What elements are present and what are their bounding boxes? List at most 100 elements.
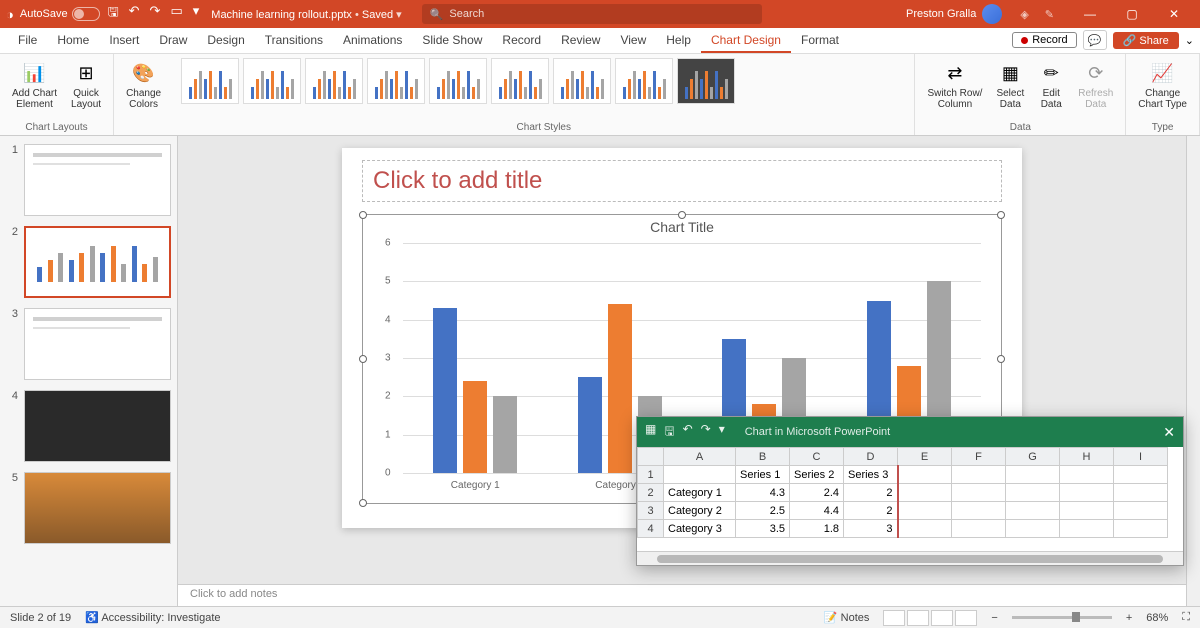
switch-row-column-button[interactable]: ⇄Switch Row/Column [923, 58, 986, 112]
excel-cell[interactable]: 4.3 [736, 484, 790, 502]
slide-thumbnail[interactable]: 3 [6, 308, 171, 380]
excel-data-window[interactable]: ▦ 🖫 ↶ ↷ ▾ Chart in Microsoft PowerPoint … [636, 416, 1184, 566]
normal-view-button[interactable] [883, 610, 905, 626]
slide-counter[interactable]: Slide 2 of 19 [10, 612, 71, 624]
fit-to-window-button[interactable]: ⛶ [1182, 611, 1190, 624]
slide-thumbnails-panel[interactable]: 12345 [0, 136, 178, 606]
save-icon[interactable]: 🖫 [108, 3, 119, 25]
excel-horizontal-scrollbar[interactable] [637, 551, 1183, 565]
slide-thumbnail[interactable]: 1 [6, 144, 171, 216]
change-colors-button[interactable]: 🎨 ChangeColors [122, 58, 165, 112]
excel-cell[interactable] [898, 484, 952, 502]
tab-transitions[interactable]: Transitions [255, 28, 333, 53]
select-data-button[interactable]: ▦SelectData [992, 58, 1028, 112]
tab-format[interactable]: Format [791, 28, 849, 53]
title-placeholder[interactable]: Click to add title [362, 160, 1002, 202]
bar[interactable] [493, 396, 517, 473]
chart-style-thumb[interactable] [181, 58, 239, 104]
excel-cell[interactable] [1006, 484, 1060, 502]
excel-cell[interactable] [1006, 520, 1060, 538]
minimize-button[interactable]: — [1070, 2, 1110, 26]
chart-style-thumb[interactable] [305, 58, 363, 104]
chart-style-thumb[interactable] [243, 58, 301, 104]
excel-cell[interactable] [1114, 502, 1168, 520]
tab-design[interactable]: Design [197, 28, 254, 53]
bar[interactable] [578, 377, 602, 473]
excel-save-icon[interactable]: 🖫 [664, 422, 674, 443]
quick-layout-button[interactable]: ⊞ QuickLayout [67, 58, 105, 112]
undo-icon[interactable]: ↶ [129, 3, 140, 25]
excel-cell[interactable]: Series 2 [790, 466, 844, 484]
slideshow-view-button[interactable] [955, 610, 977, 626]
excel-cell[interactable]: Category 2 [664, 502, 736, 520]
chart-style-thumb[interactable] [429, 58, 487, 104]
comments-button[interactable]: 💬 [1083, 30, 1107, 50]
tab-help[interactable]: Help [656, 28, 701, 53]
toggle-switch[interactable] [72, 7, 100, 21]
excel-col-header[interactable]: H [1060, 448, 1114, 466]
tab-view[interactable]: View [610, 28, 656, 53]
excel-more-icon[interactable]: ▾ [719, 422, 725, 443]
record-button[interactable]: Record [1012, 32, 1076, 48]
pen-icon[interactable]: ✎ [1045, 8, 1054, 21]
excel-col-header[interactable] [638, 448, 664, 466]
thumb-preview[interactable] [24, 472, 171, 544]
excel-col-header[interactable]: D [844, 448, 898, 466]
excel-col-header[interactable]: C [790, 448, 844, 466]
chart-style-thumb[interactable] [367, 58, 425, 104]
bar[interactable] [433, 308, 457, 473]
excel-cell[interactable]: 1.8 [790, 520, 844, 538]
tab-review[interactable]: Review [551, 28, 610, 53]
excel-cell[interactable] [898, 502, 952, 520]
redo-icon[interactable]: ↷ [150, 3, 161, 25]
close-button[interactable]: ✕ [1154, 2, 1194, 26]
share-button[interactable]: 🔗 Share [1113, 32, 1179, 49]
slide-thumbnail[interactable]: 2 [6, 226, 171, 298]
add-chart-element-button[interactable]: 📊 Add ChartElement [8, 58, 61, 112]
excel-redo-icon[interactable]: ↷ [701, 422, 711, 443]
vertical-scrollbar[interactable] [1186, 136, 1200, 606]
bar[interactable] [463, 381, 487, 473]
edit-data-button[interactable]: ✏EditData [1034, 58, 1068, 112]
chart-style-gallery[interactable] [181, 58, 735, 104]
accessibility-status[interactable]: ♿ Accessibility: Investigate [85, 611, 220, 624]
chart-style-thumb[interactable] [615, 58, 673, 104]
excel-cell[interactable] [1060, 520, 1114, 538]
excel-col-header[interactable]: E [898, 448, 952, 466]
reading-view-button[interactable] [931, 610, 953, 626]
excel-col-header[interactable]: F [952, 448, 1006, 466]
tab-insert[interactable]: Insert [99, 28, 149, 53]
excel-cell[interactable]: 2.4 [790, 484, 844, 502]
excel-cell[interactable]: Category 3 [664, 520, 736, 538]
tab-file[interactable]: File [8, 28, 47, 53]
excel-cell[interactable] [952, 502, 1006, 520]
excel-cell[interactable] [1060, 502, 1114, 520]
excel-row-header[interactable]: 1 [638, 466, 664, 484]
ribbon-collapse-icon[interactable]: ⌄ [1185, 34, 1194, 47]
excel-cell[interactable] [1114, 520, 1168, 538]
tab-draw[interactable]: Draw [149, 28, 197, 53]
excel-col-header[interactable]: G [1006, 448, 1060, 466]
excel-cell[interactable]: 2 [844, 484, 898, 502]
autosave-toggle[interactable]: AutoSave [20, 7, 100, 21]
excel-close-button[interactable]: ✕ [1163, 424, 1175, 441]
slide-thumbnail[interactable]: 5 [6, 472, 171, 544]
excel-cell[interactable] [1006, 466, 1060, 484]
excel-cell[interactable]: Series 1 [736, 466, 790, 484]
excel-row-header[interactable]: 3 [638, 502, 664, 520]
excel-cell[interactable] [1114, 466, 1168, 484]
excel-cell[interactable]: Series 3 [844, 466, 898, 484]
excel-cell[interactable] [898, 466, 952, 484]
thumb-preview[interactable] [24, 390, 171, 462]
maximize-button[interactable]: ▢ [1112, 2, 1152, 26]
bar[interactable] [608, 304, 632, 473]
refresh-data-button[interactable]: ⟳RefreshData [1074, 58, 1117, 112]
qat-dropdown-icon[interactable]: ▾ [193, 3, 200, 25]
excel-row-header[interactable]: 4 [638, 520, 664, 538]
zoom-slider[interactable] [1012, 616, 1112, 619]
excel-cell[interactable] [952, 520, 1006, 538]
notes-toggle[interactable]: 📝 Notes [824, 611, 870, 624]
tab-chart-design[interactable]: Chart Design [701, 28, 791, 53]
present-icon[interactable]: ▭ [170, 3, 182, 25]
excel-cell[interactable]: 2.5 [736, 502, 790, 520]
